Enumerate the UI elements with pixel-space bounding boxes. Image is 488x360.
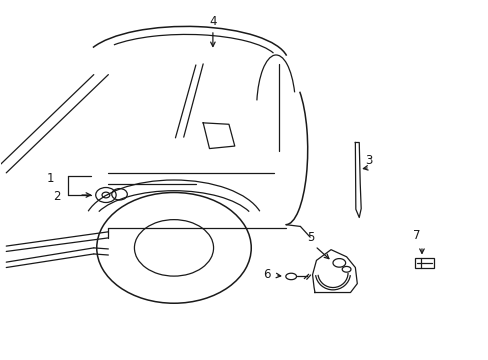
Bar — [414, 257, 433, 267]
Text: 5: 5 — [307, 231, 314, 244]
Text: 2: 2 — [54, 190, 61, 203]
Text: 1: 1 — [46, 172, 54, 185]
Text: 7: 7 — [412, 229, 420, 242]
Text: 3: 3 — [364, 154, 371, 167]
Text: 4: 4 — [209, 14, 216, 27]
Text: 6: 6 — [262, 268, 269, 281]
